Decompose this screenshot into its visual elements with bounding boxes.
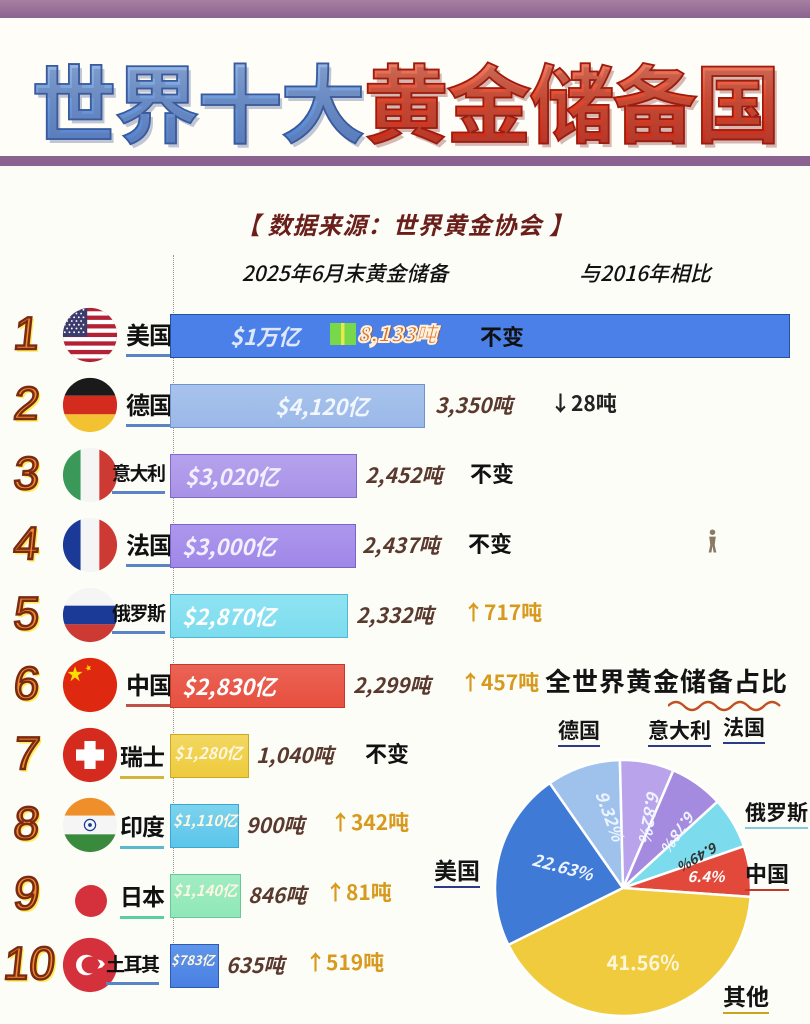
svg-text:6.4%: 6.4% — [687, 866, 726, 887]
svg-text:41.56%: 41.56% — [607, 947, 680, 976]
